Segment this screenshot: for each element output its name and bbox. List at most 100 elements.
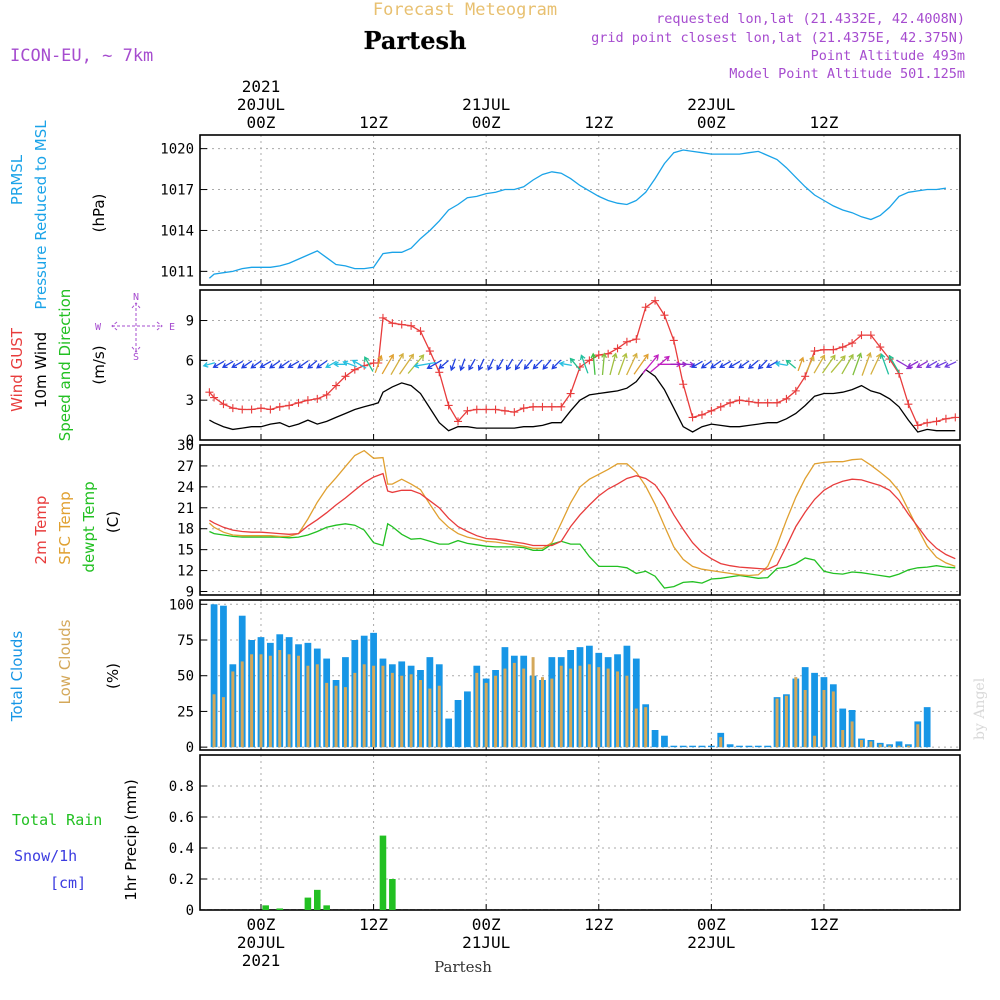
panel-0: 1011 1014 1017 1020	[160, 134, 961, 286]
wind-arrow	[477, 358, 485, 371]
wind-arrow	[944, 361, 957, 369]
wind-arrow	[259, 360, 272, 369]
wind-arrow	[390, 352, 404, 376]
wind-arrow	[250, 360, 262, 369]
total-cloud-bar	[754, 745, 762, 748]
pressure-label: PRMSL	[8, 154, 26, 205]
low-cloud-bar	[540, 677, 544, 748]
wind-arrow	[426, 359, 442, 370]
wind-arrow	[719, 360, 731, 369]
gust-marker	[322, 390, 331, 399]
grid-point-coords: grid point closest lon,lat (21.4375E, 42…	[591, 30, 965, 46]
wind-arrow	[398, 353, 415, 375]
sfc-temp-label: SFC Temp	[56, 491, 74, 564]
y-tick-label: 75	[177, 633, 194, 649]
temp2m-label: 2m Temp	[32, 496, 50, 565]
gust-marker	[585, 356, 594, 365]
gust-marker	[416, 327, 425, 336]
gust-marker	[285, 401, 294, 410]
wind-arrow	[830, 355, 846, 374]
low-cloud-bar	[353, 672, 357, 748]
low-clouds-label: Low Clouds	[56, 619, 74, 704]
location-title: Partesh	[364, 26, 467, 55]
gust-marker	[651, 296, 660, 305]
gust-marker	[848, 339, 857, 348]
gust-marker	[425, 347, 434, 356]
rain-bar	[389, 879, 396, 910]
low-cloud-bar	[850, 721, 854, 748]
gust-marker	[613, 344, 622, 353]
y-tick-label: 3	[186, 393, 194, 409]
y-tick-label: 0	[186, 740, 194, 756]
top-tick-label: 00Z	[472, 113, 501, 132]
pressure-unit: (hPa)	[90, 194, 108, 233]
rain-bar	[323, 905, 330, 910]
wind-arrow	[307, 360, 318, 369]
bottom-tick-label: 00Z	[697, 915, 726, 934]
gust-marker	[500, 406, 509, 415]
gust-marker	[913, 421, 922, 430]
dewpt-line	[209, 522, 956, 589]
low-cloud-bar	[494, 675, 498, 748]
gust-marker	[866, 331, 875, 340]
rain-bar	[276, 908, 284, 910]
low-cloud-bar	[437, 685, 441, 748]
wind-arrow	[813, 354, 826, 374]
gust-marker	[210, 393, 219, 402]
wind-arrow	[870, 352, 882, 375]
gust-marker	[754, 398, 763, 407]
gust-marker	[205, 388, 214, 397]
total-cloud-bar	[905, 744, 912, 748]
top-day-label: 20JUL	[237, 95, 285, 114]
top-day-label: 21JUL	[462, 95, 510, 114]
wind-arrow	[542, 359, 552, 370]
y-tick-label: 0	[186, 903, 194, 919]
gust-marker	[463, 406, 472, 415]
low-cloud-bar	[616, 671, 620, 748]
panel-frame	[199, 134, 961, 286]
wind-arrow	[551, 359, 562, 370]
low-cloud-bar	[512, 662, 516, 748]
gust-marker	[303, 396, 312, 405]
gust-marker	[275, 402, 284, 411]
gust-marker	[726, 398, 735, 407]
gust-marker	[744, 397, 753, 406]
y-tick-label: 0.6	[169, 810, 194, 826]
total-cloud-bar	[689, 745, 696, 748]
gust-marker	[547, 402, 556, 411]
forecast-title: Forecast Meteogram	[373, 0, 557, 20]
wind-arrow	[523, 359, 533, 370]
wind-label: 10m Wind	[32, 332, 50, 408]
wind-arrow	[642, 354, 659, 374]
gust-marker	[876, 343, 885, 352]
y-tick-label: 0.2	[169, 872, 194, 888]
gust-marker	[641, 303, 650, 312]
gust-marker	[378, 313, 387, 322]
gust-label: Wind GUST	[8, 327, 26, 412]
gust-marker	[716, 402, 725, 411]
wind-arrow	[852, 352, 863, 376]
wind-arrow	[821, 354, 836, 374]
wind-arrow	[738, 360, 750, 369]
low-cloud-bar	[644, 707, 648, 748]
wind-compass-icon: N E S W	[95, 292, 175, 363]
panel-data	[200, 835, 960, 910]
low-cloud-bar	[343, 687, 347, 748]
gust-marker	[472, 405, 481, 414]
total-cloud-bar	[745, 745, 753, 748]
wind-arrow	[351, 359, 367, 369]
y-tick-label: 6	[186, 353, 194, 369]
gust-marker	[951, 413, 960, 422]
y-tick-label: 27	[177, 459, 194, 475]
low-cloud-bar	[822, 690, 826, 748]
wind-arrow	[231, 360, 244, 369]
gust-marker	[332, 381, 341, 390]
low-cloud-bar	[831, 691, 835, 748]
gust-marker	[669, 336, 678, 345]
wind-arrow	[558, 360, 572, 367]
wind-arrow	[700, 360, 712, 369]
footer-location: Partesh	[434, 958, 492, 976]
y-tick-label: 15	[177, 543, 194, 559]
wind-arrow	[765, 360, 778, 369]
